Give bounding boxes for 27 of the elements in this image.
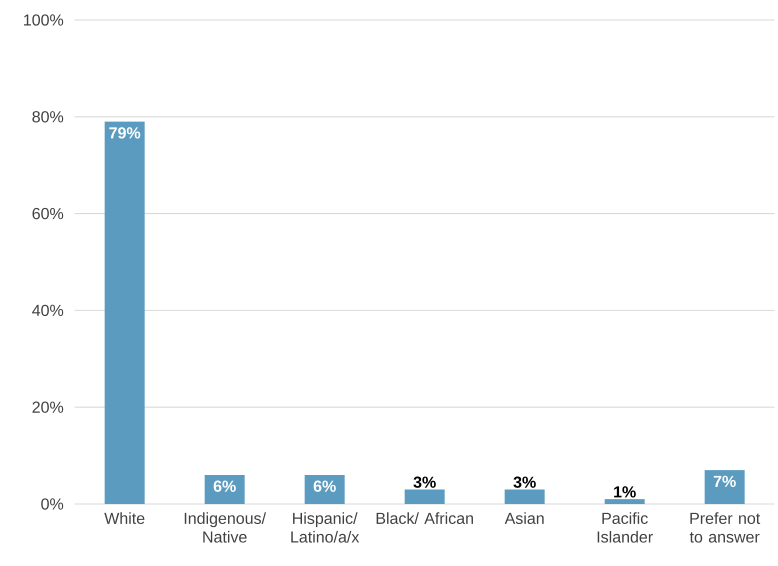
bar <box>604 499 645 504</box>
data-label: 7% <box>714 476 736 487</box>
data-label: 6% <box>314 480 336 492</box>
x-tick-label: Hispanic/ Latino/a/x <box>291 512 360 543</box>
y-tick-label: 60% <box>32 208 64 220</box>
bar <box>204 474 245 504</box>
data-label: 1% <box>614 486 636 498</box>
x-tick-label: White <box>104 512 144 524</box>
bar <box>504 489 545 504</box>
y-tick-label: 40% <box>32 304 64 316</box>
x-tick-label: Black/ African <box>376 512 473 524</box>
x-tick-label: Pacific Islander <box>598 512 653 543</box>
bar <box>304 474 345 504</box>
x-tick-label: Indigenous/ Native <box>184 512 266 543</box>
data-label: 79% <box>109 127 140 139</box>
y-tick-label: 20% <box>32 402 64 413</box>
bar <box>704 470 745 504</box>
data-label: 3% <box>413 476 436 488</box>
y-tick-label: 80% <box>32 111 64 122</box>
y-tick-label: 100% <box>24 14 64 26</box>
data-label: 6% <box>214 480 236 492</box>
data-label: 3% <box>513 476 536 488</box>
y-tick-label: 0% <box>41 498 64 510</box>
bar <box>404 489 445 504</box>
x-tick-label: Asian <box>504 512 544 524</box>
x-tick-label: Prefer not to answer <box>690 512 760 543</box>
bar <box>104 122 145 504</box>
